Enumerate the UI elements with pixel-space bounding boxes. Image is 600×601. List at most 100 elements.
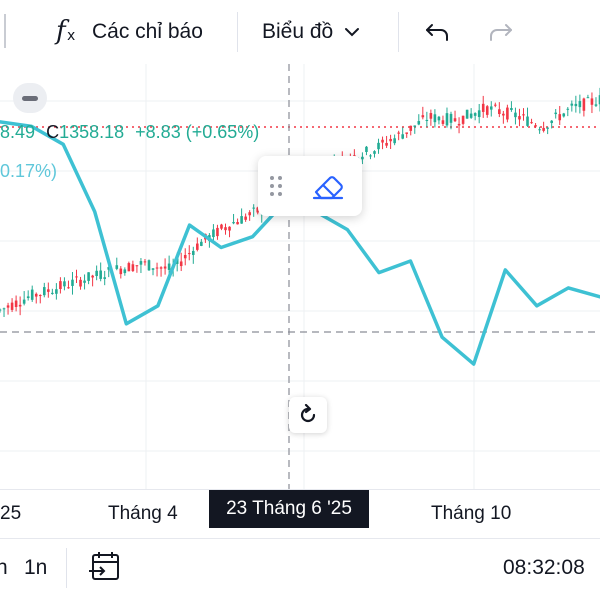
toolbar-divider (398, 12, 399, 52)
candle-body (481, 103, 485, 112)
candle-body (510, 108, 513, 110)
candle-body (10, 302, 14, 310)
candle-body (107, 267, 111, 270)
candle-body (506, 107, 509, 120)
candle-body (123, 269, 127, 274)
candle-body (365, 146, 368, 152)
candle-body (465, 109, 469, 119)
collapse-legend-button[interactable] (13, 83, 47, 113)
candle-body (385, 142, 388, 146)
candle-body (18, 304, 22, 307)
bottom-bar (0, 538, 600, 601)
candle-body (373, 151, 376, 154)
candle-body (582, 98, 586, 111)
candle-body (212, 229, 215, 238)
candle-body (598, 95, 600, 105)
candle-body (244, 216, 247, 220)
chart-type-label: Biểu đồ (262, 20, 334, 43)
candle-body (441, 120, 445, 124)
undo-icon (426, 24, 448, 41)
candle-body (59, 281, 62, 290)
candle-body (429, 113, 433, 119)
undo-button[interactable] (424, 12, 452, 52)
candle-body (425, 119, 429, 122)
candle-body (228, 226, 231, 231)
candle-body (518, 116, 521, 120)
minus-icon (22, 95, 38, 101)
interval-partial-button[interactable]: n (0, 556, 8, 579)
candle-body (34, 293, 38, 297)
candle-body (47, 289, 50, 292)
candle-body (200, 241, 203, 246)
candle-body (389, 138, 392, 142)
candle-body (0, 309, 2, 311)
chart-type-dropdown[interactable]: Biểu đồ (262, 12, 361, 52)
candle-body (99, 270, 102, 279)
candle-body (87, 272, 90, 281)
axis-label-year: 25 (0, 503, 22, 524)
candle-body (417, 121, 421, 125)
candle-body (14, 300, 18, 308)
candle-body (179, 261, 183, 267)
bottom-divider (66, 548, 67, 588)
compare-legend-pct: 0.17%) (0, 161, 58, 181)
candle-body (445, 113, 449, 126)
candle-body (542, 127, 545, 131)
candle-body (151, 268, 155, 270)
candle-body (405, 132, 409, 134)
candle-body (473, 113, 477, 116)
candle-body (538, 129, 541, 131)
compare-legend: 0.17%) (0, 161, 57, 182)
axis-label-month: Tháng 4 (108, 503, 178, 524)
candle-body (55, 289, 58, 294)
eraser-icon[interactable] (308, 170, 348, 202)
drag-handle-icon[interactable] (270, 176, 282, 196)
axis-divider (0, 489, 600, 490)
crosshair-time-label: 23 Tháng 6 '25 (209, 490, 369, 528)
candle-body (51, 292, 54, 294)
candle-body (401, 134, 404, 139)
candle-body (95, 270, 98, 277)
candle-body (522, 114, 525, 116)
candle-body (369, 155, 372, 157)
candle-body (252, 207, 255, 209)
candle-body (240, 216, 243, 224)
legend-close-label: C (46, 122, 60, 142)
candle-body (191, 250, 195, 255)
candle-body (433, 114, 437, 123)
legend-open-partial: 8.49 (0, 122, 36, 142)
candle-body (163, 266, 167, 269)
rotate-icon (300, 404, 316, 423)
candle-body (220, 224, 223, 229)
interval-1y-button[interactable]: 1n (24, 556, 48, 579)
candle-body (469, 113, 473, 118)
toolbar-divider (237, 12, 238, 52)
candle-body (457, 123, 461, 126)
candle-body (256, 207, 260, 213)
candle-body (2, 308, 6, 310)
candle-body (155, 267, 159, 269)
candle-body (502, 113, 505, 116)
chevron-down-icon (345, 28, 360, 37)
candle-body (187, 253, 191, 255)
candle-body (489, 106, 493, 110)
candle-body (594, 104, 598, 106)
candle-body (381, 139, 384, 143)
candle-body (22, 299, 26, 304)
candle-body (586, 97, 590, 99)
redo-button[interactable] (486, 12, 514, 52)
candle-body (67, 287, 70, 289)
candle-body (449, 113, 453, 123)
candle-body (550, 120, 553, 124)
candle-body (413, 125, 417, 127)
reset-chart-button[interactable] (289, 397, 327, 433)
candle-body (167, 263, 171, 270)
candle-body (421, 115, 425, 118)
candle-body (147, 260, 151, 271)
candle-body (546, 127, 549, 129)
candle-body (566, 108, 570, 110)
calendar-goto-icon[interactable] (88, 551, 122, 583)
